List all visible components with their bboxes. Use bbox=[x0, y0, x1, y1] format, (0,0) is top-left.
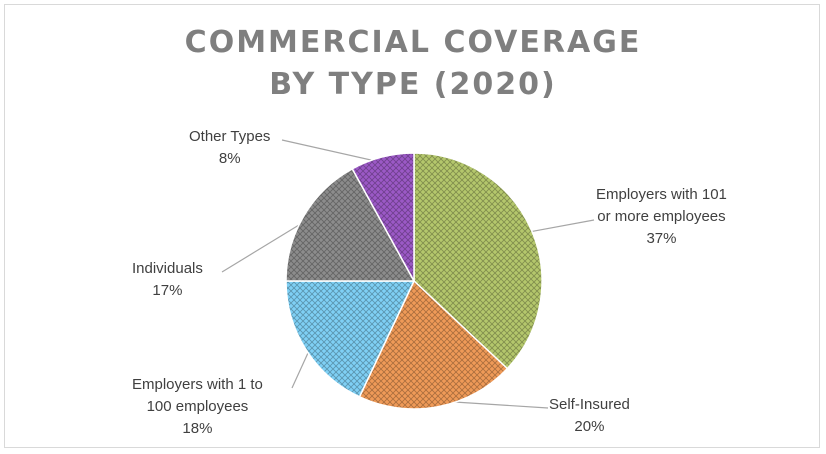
pie-slice-individuals bbox=[285, 167, 416, 282]
pie-slice-other-types bbox=[351, 152, 415, 282]
slice-label-employers-101-plus: Employers with 101 or more employees 37% bbox=[596, 186, 727, 247]
leader-line-employers-101-plus bbox=[525, 219, 595, 234]
slice-label-self-insured: Self-Insured 20% bbox=[549, 396, 630, 435]
pie-slice-self-insured bbox=[358, 279, 509, 410]
chart-title-line-1: COMMERCIAL COVERAGE bbox=[184, 25, 642, 60]
pie-slice-employers-1-100 bbox=[285, 280, 416, 398]
slice-label-other-types: Other Types 8% bbox=[189, 128, 271, 167]
slice-label-individuals: Individuals 17% bbox=[132, 260, 203, 299]
chart-title: COMMERCIAL COVERAGE BY TYPE (2020) bbox=[0, 22, 826, 106]
leader-line-individuals bbox=[221, 218, 310, 273]
chart-title-line-2: BY TYPE (2020) bbox=[269, 67, 557, 102]
slice-label-employers-1-100: Employers with 1 to 100 employees 18% bbox=[132, 376, 263, 437]
pie-slices bbox=[285, 152, 543, 410]
leader-line-other-types bbox=[281, 139, 384, 164]
pie-slice-employers-101-plus bbox=[413, 152, 543, 370]
